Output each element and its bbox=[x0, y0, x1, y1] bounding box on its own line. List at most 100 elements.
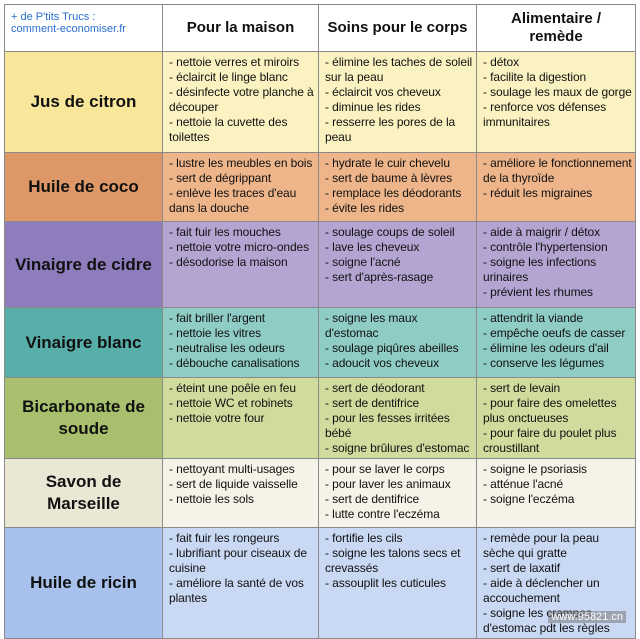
list-item: - sert de dentifrice bbox=[325, 396, 420, 410]
table-row: Vinaigre de cidre - fait fuir les mouches… bbox=[4, 221, 636, 308]
table-row: Huile de coco - lustre les meubles en boi… bbox=[4, 152, 636, 222]
list-item: - fait fuir les mouches bbox=[169, 225, 281, 239]
list-item: - assouplit les cuticules bbox=[325, 576, 446, 590]
cell-remede: - améliore le fonctionnement de la thyro… bbox=[476, 152, 636, 222]
cell-corps: - soulage coups de soleil - lave les chev… bbox=[318, 221, 477, 308]
cell-maison: - lustre les meubles en bois - sert de dé… bbox=[162, 152, 319, 222]
cell-maison: - nettoie verres et miroirs - éclaircit l… bbox=[162, 51, 319, 153]
row-label: Savon de Marseille bbox=[4, 458, 163, 528]
list-item: - renforce vos défenses immunitaires bbox=[483, 100, 607, 129]
brand-site-link[interactable]: comment-economiser.fr bbox=[11, 23, 126, 35]
list-item: - nettoyant multi-usages bbox=[169, 462, 295, 476]
item-list: - fait briller l'argent - nettoie les vit… bbox=[169, 311, 315, 371]
list-item: - contrôle l'hypertension bbox=[483, 240, 608, 254]
list-item: - réduit les migraines bbox=[483, 186, 593, 200]
list-item: - éclaircit le linge blanc bbox=[169, 70, 288, 84]
table-row: Vinaigre blanc - fait briller l'argent - n… bbox=[4, 307, 636, 378]
cell-maison: - éteint une poêle en feu - nettoie WC et… bbox=[162, 377, 319, 459]
list-item: - pour faire du poulet plus croustillant bbox=[483, 426, 617, 455]
cell-remede: - attendrit la viande - empêche oeufs de … bbox=[476, 307, 636, 378]
list-item: - sert de liquide vaisselle bbox=[169, 477, 298, 491]
list-item: - nettoie WC et robinets bbox=[169, 396, 293, 410]
item-list: - fait fuir les mouches - nettoie votre m… bbox=[169, 225, 315, 270]
list-item: - nettoie les sols bbox=[169, 492, 254, 506]
list-item: - débouche canalisations bbox=[169, 356, 300, 370]
list-item: - diminue les rides bbox=[325, 100, 421, 114]
item-list: - fait fuir les rongeurs - lubrifiant pou… bbox=[169, 531, 315, 606]
cell-corps: - hydrate le cuir chevelu - sert de baume… bbox=[318, 152, 477, 222]
list-item: - soigne le psoriasis bbox=[483, 462, 587, 476]
list-item: - éclaircit vos cheveux bbox=[325, 85, 441, 99]
list-item: - attendrit la viande bbox=[483, 311, 583, 325]
list-item: - nettoie les vitres bbox=[169, 326, 262, 340]
brand-tagline: + de P'tits Trucs : bbox=[11, 11, 96, 23]
list-item: - lutte contre l'eczéma bbox=[325, 507, 440, 521]
list-item: - adoucit vos cheveux bbox=[325, 356, 439, 370]
list-item: - fait briller l'argent bbox=[169, 311, 266, 325]
watermark: www.95821.cn bbox=[548, 611, 626, 623]
item-list: - soigne le psoriasis - atténue l'acné - s… bbox=[483, 462, 632, 507]
cell-remede: - remède pour la peau sèche qui gratte - … bbox=[476, 527, 636, 639]
list-item: - pour faire des omelettes plus onctueus… bbox=[483, 396, 617, 425]
list-item: - remplace les déodorants bbox=[325, 186, 462, 200]
cell-corps: - élimine les taches de soleil sur la pe… bbox=[318, 51, 477, 153]
item-list: - sert de déodorant - sert de dentifrice -… bbox=[325, 381, 473, 456]
item-list: - fortifie les cils - soigne les talons s… bbox=[325, 531, 473, 591]
brand-cell: + de P'tits Trucs : comment-economiser.f… bbox=[4, 4, 163, 52]
cell-maison: - fait briller l'argent - nettoie les vit… bbox=[162, 307, 319, 378]
list-item: - désinfecte votre planche à découper bbox=[169, 85, 314, 114]
list-item: - conserve les légumes bbox=[483, 356, 605, 370]
item-list: - éteint une poêle en feu - nettoie WC et… bbox=[169, 381, 315, 426]
cell-corps: - sert de déodorant - sert de dentifrice -… bbox=[318, 377, 477, 459]
header-remede: Alimentaire / remède bbox=[476, 4, 636, 52]
list-item: - sert de levain bbox=[483, 381, 561, 395]
table-row: Huile de ricin - fait fuir les rongeurs - … bbox=[4, 527, 636, 639]
list-item: - aide à maigrir / détox bbox=[483, 225, 600, 239]
item-list: - pour se laver le corps - pour laver les… bbox=[325, 462, 473, 522]
list-item: - enlève les traces d'eau dans la douche bbox=[169, 186, 297, 215]
list-item: - nettoie votre four bbox=[169, 411, 265, 425]
list-item: - soigne les maux d'estomac bbox=[325, 311, 418, 340]
list-item: - soigne l'acné bbox=[325, 255, 401, 269]
list-item: - évite les rides bbox=[325, 201, 404, 215]
list-item: - pour laver les animaux bbox=[325, 477, 451, 491]
cell-maison: - fait fuir les mouches - nettoie votre m… bbox=[162, 221, 319, 308]
list-item: - prévient les rhumes bbox=[483, 285, 593, 299]
row-label: Huile de ricin bbox=[4, 527, 163, 639]
list-item: - soulage les maux de gorge bbox=[483, 85, 632, 99]
list-item: - soigne les infections urinaires bbox=[483, 255, 597, 284]
row-label: Bicarbonate de soude bbox=[4, 377, 163, 459]
list-item: - éteint une poêle en feu bbox=[169, 381, 296, 395]
list-item: - nettoie verres et miroirs bbox=[169, 55, 300, 69]
row-label: Vinaigre de cidre bbox=[4, 221, 163, 308]
list-item: - lustre les meubles en bois bbox=[169, 156, 313, 170]
row-label: Jus de citron bbox=[4, 51, 163, 153]
list-item: - fait fuir les rongeurs bbox=[169, 531, 280, 545]
cell-maison: - nettoyant multi-usages - sert de liquid… bbox=[162, 458, 319, 528]
cell-remede: - détox - facilite la digestion - soulage … bbox=[476, 51, 636, 153]
list-item: - sert d'après-rasage bbox=[325, 270, 434, 284]
item-list: - remède pour la peau sèche qui gratte - … bbox=[483, 531, 632, 636]
item-list: - nettoie verres et miroirs - éclaircit l… bbox=[169, 55, 315, 145]
list-item: - sert de dégrippant bbox=[169, 171, 272, 185]
item-list: - hydrate le cuir chevelu - sert de baume… bbox=[325, 156, 473, 216]
list-item: - soulage coups de soleil bbox=[325, 225, 455, 239]
list-item: - sert de dentifrice bbox=[325, 492, 420, 506]
item-list: - soulage coups de soleil - lave les chev… bbox=[325, 225, 473, 285]
row-label: Huile de coco bbox=[4, 152, 163, 222]
table-row: Bicarbonate de soude - éteint une poêle e… bbox=[4, 377, 636, 459]
item-list: - élimine les taches de soleil sur la pe… bbox=[325, 55, 473, 145]
list-item: - élimine les taches de soleil sur la pe… bbox=[325, 55, 473, 84]
cell-remede: - sert de levain - pour faire des omelett… bbox=[476, 377, 636, 459]
item-list: - détox - facilite la digestion - soulage … bbox=[483, 55, 632, 130]
item-list: - lustre les meubles en bois - sert de dé… bbox=[169, 156, 315, 216]
list-item: - atténue l'acné bbox=[483, 477, 564, 491]
list-item: - pour se laver le corps bbox=[325, 462, 445, 476]
list-item: - détox bbox=[483, 55, 519, 69]
list-item: - neutralise les odeurs bbox=[169, 341, 285, 355]
cell-corps: - pour se laver le corps - pour laver les… bbox=[318, 458, 477, 528]
list-item: - désodorise la maison bbox=[169, 255, 288, 269]
list-item: - lubrifiant pour ciseaux de cuisine bbox=[169, 546, 307, 575]
item-list: - attendrit la viande - empêche oeufs de … bbox=[483, 311, 632, 371]
list-item: - améliore la santé de vos plantes bbox=[169, 576, 304, 605]
